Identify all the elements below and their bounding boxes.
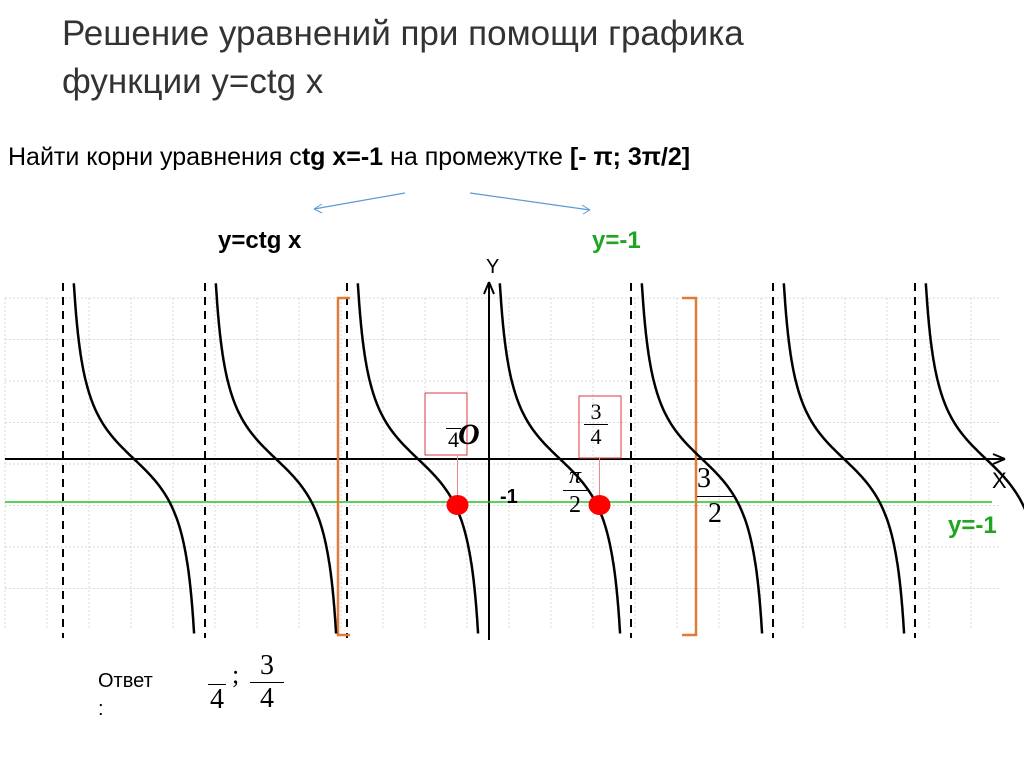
answer-second-numerator: 3: [250, 650, 284, 683]
root-marker: [588, 495, 611, 515]
arrow-right: [469, 192, 591, 211]
interval-bracket-left: [336, 296, 350, 637]
task-equation: tg x=-1: [301, 143, 384, 171]
task-statement: Найти корни уравнения ctg x=-1 на промеж…: [8, 143, 690, 172]
half-pi-denominator: 2: [569, 492, 581, 518]
line-label-right: y=-1: [948, 512, 997, 539]
cot-branch: [640, 283, 764, 634]
root2-denominator: 4: [590, 424, 602, 449]
cot-branch: [72, 283, 196, 634]
y-axis-arrow: [483, 281, 495, 295]
three-half-pi-fraction: 3 2: [697, 462, 733, 531]
half-pi-fraction: π 2: [563, 462, 587, 519]
origin-label: O: [458, 418, 480, 451]
cot-branch: [924, 283, 1024, 511]
cot-branch: [214, 283, 338, 634]
root1-fraction: 4: [446, 427, 461, 452]
three-half-denominator: 2: [708, 498, 722, 529]
answer-second-denominator: 4: [260, 683, 274, 714]
line-label-top: y=-1: [592, 227, 641, 254]
root2-numerator: 3: [584, 400, 608, 425]
arrow-left: [313, 192, 406, 210]
answer-label: Ответ: [98, 670, 153, 692]
function-label: y=ctg x: [218, 227, 302, 254]
answer-second-fraction: 3 4: [250, 650, 284, 715]
x-axis-label: X: [992, 468, 1007, 493]
root-label-box: [424, 392, 468, 456]
task-middle: на промежутке: [383, 143, 570, 171]
x-axis-arrow: [992, 453, 1006, 465]
title-line-1: Решение уравнений при помощи графика: [62, 14, 744, 53]
y-axis-label: Y: [486, 256, 500, 278]
arrow-left-head: [313, 203, 323, 214]
arrow-right-head: [581, 204, 591, 215]
minus-one-label: -1: [500, 486, 518, 508]
slide-title: Решение уравнений при помощи графика фун…: [62, 10, 744, 106]
task-interval: [- π; 3π/2]: [569, 143, 691, 171]
root2-fraction: 3 4: [584, 400, 608, 449]
three-half-numerator: 3: [697, 462, 733, 497]
half-pi-numerator: π: [563, 462, 587, 491]
task-prefix: Найти корни уравнения c: [8, 143, 302, 171]
answer-colon: :: [98, 698, 104, 720]
cot-branch: [782, 283, 906, 634]
title-line-2: функции y=ctg x: [62, 62, 324, 101]
interval-bracket-right: [682, 296, 698, 637]
root-marker: [446, 495, 469, 515]
answer-first-fraction: 4: [208, 684, 226, 715]
answer-separator: ;: [232, 660, 240, 689]
